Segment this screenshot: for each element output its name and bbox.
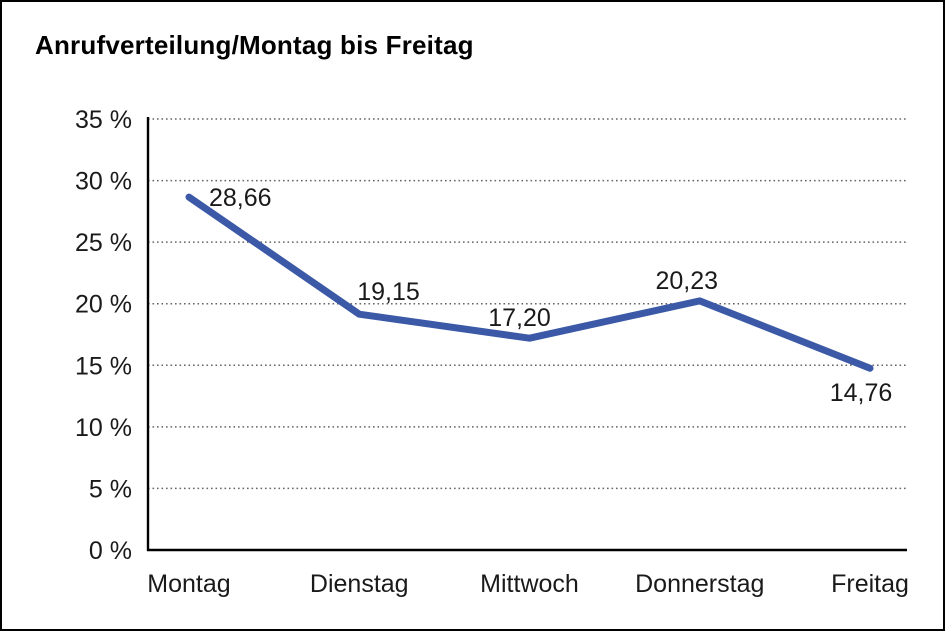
data-label-freitag: 14,76 — [830, 379, 893, 407]
x-tick-label-donnerstag: Donnerstag — [635, 570, 764, 598]
series-line-anrufverteilung — [185, 193, 874, 372]
y-tick-label-20: 20 % — [75, 291, 132, 319]
y-tick-label-35: 35 % — [75, 106, 132, 134]
x-tick-label-montag: Montag — [147, 570, 230, 598]
y-tick-label-30: 30 % — [75, 168, 132, 196]
data-label-montag: 28,66 — [209, 184, 272, 212]
data-label-mittwoch: 17,20 — [488, 304, 551, 332]
x-tick-label-mittwoch: Mittwoch — [480, 570, 579, 598]
data-label-dienstag: 19,15 — [357, 278, 420, 306]
data-label-donnerstag: 20,23 — [655, 267, 718, 295]
y-tick-label-25: 25 % — [75, 229, 132, 257]
y-tick-label-10: 10 % — [75, 414, 132, 442]
y-tick-label-15: 15 % — [75, 352, 132, 380]
y-tick-label-5: 5 % — [89, 475, 132, 503]
x-tick-label-freitag: Freitag — [831, 570, 909, 598]
chart-title: Anrufverteilung/Montag bis Freitag — [35, 30, 474, 60]
y-tick-label-0: 0 % — [89, 537, 132, 565]
x-tick-label-dienstag: Dienstag — [310, 570, 409, 598]
